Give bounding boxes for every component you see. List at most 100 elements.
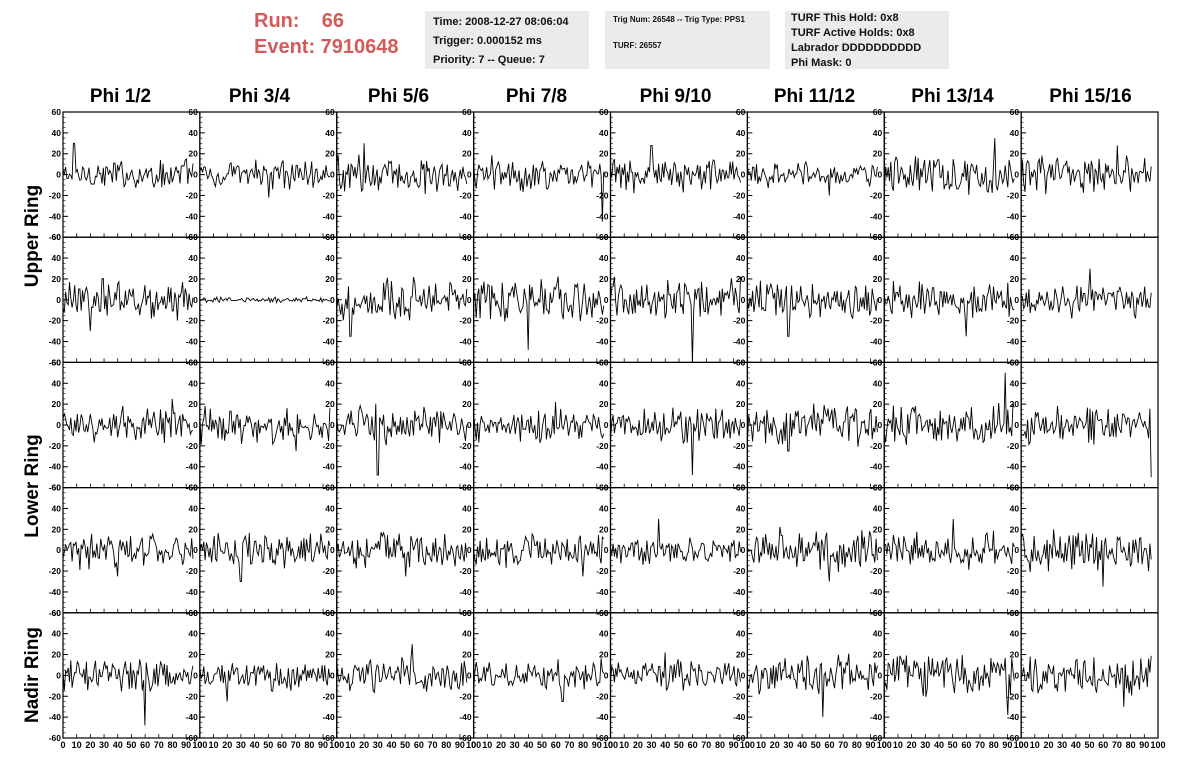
y-tick-label: 20	[52, 650, 62, 660]
y-tick-label: 40	[188, 128, 198, 138]
y-tick-label: -60	[186, 733, 199, 743]
y-tick-label: 20	[462, 399, 472, 409]
labrador-text: Labrador DDDDDDDDDD	[791, 42, 922, 54]
y-tick-label: 20	[462, 274, 472, 284]
y-tick-label: 60	[188, 357, 198, 367]
x-tick-label: 80	[1126, 740, 1136, 750]
y-tick-label: 20	[325, 524, 335, 534]
x-tick-label: 100	[329, 740, 344, 750]
x-tick-label: 60	[140, 740, 150, 750]
panel-frame	[746, 361, 885, 489]
y-tick-label: -60	[49, 483, 62, 493]
y-tick-label: 40	[188, 378, 198, 388]
x-tick-label: 90	[729, 740, 739, 750]
y-tick-label: -40	[1007, 712, 1020, 722]
x-tick-label: 70	[701, 740, 711, 750]
panel-frame	[1020, 612, 1159, 739]
y-tick-label: 0	[1014, 420, 1019, 430]
y-tick-label: -40	[1007, 462, 1020, 472]
y-tick-label: 20	[1010, 650, 1020, 660]
y-tick-label: -40	[186, 462, 199, 472]
y-tick-label: -20	[322, 441, 335, 451]
x-tick-label: 90	[181, 740, 191, 750]
y-tick-label: -40	[1007, 587, 1020, 597]
y-tick-label: 60	[52, 357, 62, 367]
x-tick-label: 50	[263, 740, 273, 750]
x-tick-label: 40	[113, 740, 123, 750]
time-info-box: Time: 2008-12-27 08:06:04 Trigger: 0.000…	[425, 11, 589, 69]
x-tick-label: 100	[466, 740, 481, 750]
x-tick-label: 50	[811, 740, 821, 750]
y-tick-label: 20	[873, 399, 883, 409]
x-tick-label: 100	[740, 740, 755, 750]
x-tick-label: 80	[441, 740, 451, 750]
y-tick-label: 40	[188, 503, 198, 513]
y-tick-label: 60	[52, 483, 62, 493]
y-tick-label: 60	[873, 483, 883, 493]
y-tick-label: -40	[459, 211, 472, 221]
y-tick-label: 20	[325, 650, 335, 660]
waveform-trace	[1020, 405, 1152, 478]
y-tick-label: -40	[459, 462, 472, 472]
x-tick-label: 90	[592, 740, 602, 750]
y-tick-label: 0	[741, 420, 746, 430]
y-tick-label: -20	[49, 566, 62, 576]
x-tick-label: 80	[715, 740, 725, 750]
y-tick-label: -40	[870, 337, 883, 347]
y-tick-label: 60	[325, 608, 335, 618]
y-tick-label: -20	[459, 441, 472, 451]
x-tick-label: 40	[1071, 740, 1081, 750]
y-tick-label: 60	[462, 232, 472, 242]
y-tick-label: -40	[870, 712, 883, 722]
y-tick-label: -20	[596, 441, 609, 451]
panel-frame	[336, 612, 475, 739]
y-tick-label: 60	[188, 483, 198, 493]
y-tick-label: 20	[873, 274, 883, 284]
waveform-trace	[199, 405, 331, 452]
y-tick-label: 0	[604, 295, 609, 305]
y-tick-label: 40	[1010, 378, 1020, 388]
run-label: Run: 66	[254, 10, 345, 32]
x-tick-label: 60	[551, 740, 561, 750]
y-tick-label: 60	[1010, 483, 1020, 493]
y-tick-label: 40	[52, 503, 62, 513]
y-tick-label: 20	[599, 274, 609, 284]
x-tick-label: 30	[647, 740, 657, 750]
x-tick-label: 70	[1112, 740, 1122, 750]
y-tick-label: 40	[1010, 503, 1020, 513]
y-tick-label: -20	[733, 441, 746, 451]
y-tick-label: 0	[330, 670, 335, 680]
y-tick-label: -60	[870, 733, 883, 743]
x-tick-label: 40	[797, 740, 807, 750]
x-tick-label: 50	[1085, 740, 1095, 750]
y-tick-label: -40	[322, 587, 335, 597]
x-tick-label: 70	[291, 740, 301, 750]
x-tick-label: 90	[1002, 740, 1012, 750]
y-tick-label: 20	[873, 524, 883, 534]
y-tick-label: -20	[596, 691, 609, 701]
y-tick-label: 40	[599, 629, 609, 639]
y-tick-label: -20	[733, 566, 746, 576]
y-tick-label: 40	[325, 378, 335, 388]
x-tick-label: 100	[1150, 740, 1165, 750]
y-tick-label: 20	[1010, 399, 1020, 409]
trig-text: Trig Num: 26548 -- Trig Type: PPS1	[613, 15, 745, 24]
y-tick-label: 0	[604, 545, 609, 555]
x-tick-label: 70	[154, 740, 164, 750]
y-tick-label: -60	[322, 733, 335, 743]
waveform-trace	[473, 155, 605, 222]
y-tick-label: 40	[736, 128, 746, 138]
waveform-trace	[336, 644, 468, 694]
waveform-trace	[62, 659, 194, 726]
y-tick-label: -40	[870, 462, 883, 472]
y-tick-label: -20	[733, 691, 746, 701]
x-tick-label: 20	[359, 740, 369, 750]
x-tick-label: 80	[852, 740, 862, 750]
y-tick-label: -20	[49, 190, 62, 200]
x-tick-label: 0	[608, 740, 613, 750]
